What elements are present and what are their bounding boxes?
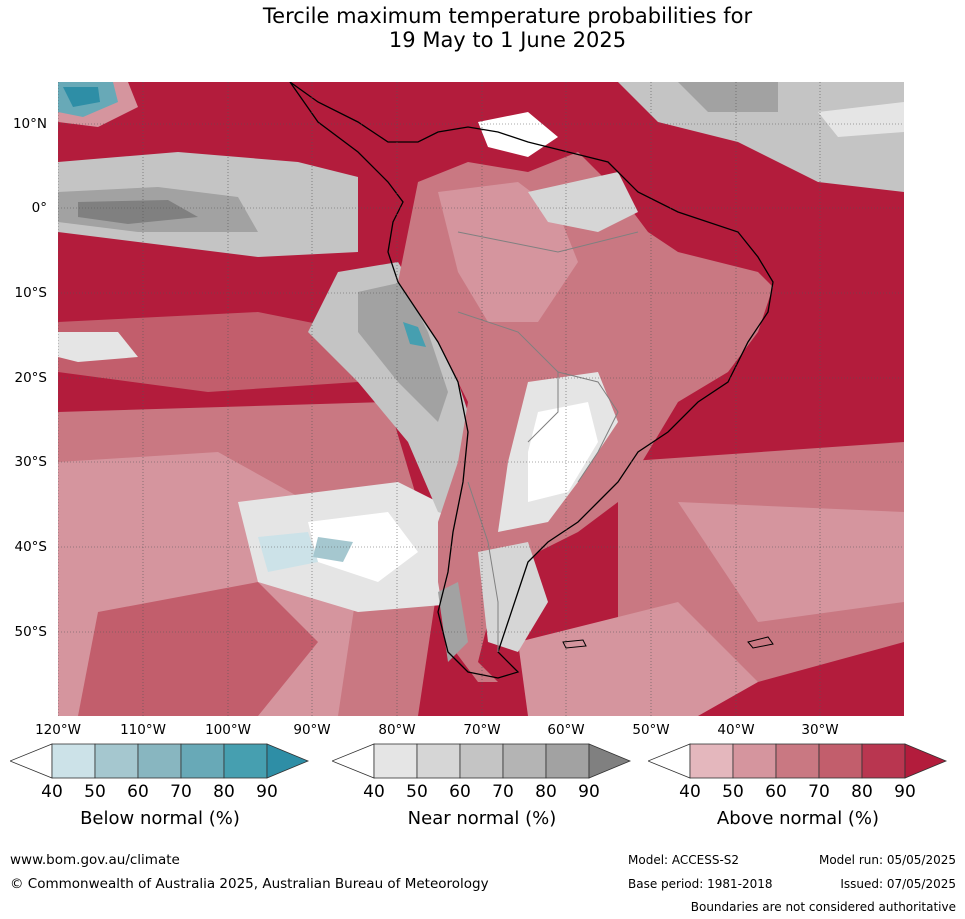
tick-near-50: 50 bbox=[406, 782, 428, 802]
falklands-island bbox=[747, 636, 774, 649]
lat-label-40s: 40°S bbox=[14, 539, 48, 555]
zone-white-south-pacific bbox=[308, 512, 418, 582]
colorbar-near-low-arrow bbox=[330, 743, 375, 779]
tick-above-40: 40 bbox=[679, 782, 701, 802]
zone-above-60-far-south bbox=[518, 602, 758, 716]
lat-label-30s: 30°S bbox=[14, 454, 48, 470]
tick-near-90: 90 bbox=[578, 782, 600, 802]
zone-near-50-venezuela bbox=[528, 172, 638, 232]
border-line-3 bbox=[557, 371, 619, 483]
colorbar-above bbox=[646, 743, 948, 779]
zone-near-80-peru bbox=[358, 282, 448, 422]
zone-near-70-ne-atlantic bbox=[618, 82, 904, 192]
zone-near-50-patagonia bbox=[478, 542, 548, 652]
footer-issued: Issued: 07/05/2025 bbox=[840, 877, 956, 891]
zone-white-caribbean bbox=[478, 112, 558, 157]
lon-label-90w: 90°W bbox=[293, 722, 331, 738]
legend-above-normal: 40 50 60 70 80 90 Above normal (%) bbox=[646, 742, 948, 842]
footer-copyright: © Commonwealth of Australia 2025, Austra… bbox=[10, 876, 489, 892]
zone-below-60-south-pacific bbox=[313, 537, 353, 562]
footer-model: Model: ACCESS-S2 bbox=[628, 853, 740, 867]
border-line-4 bbox=[467, 481, 499, 652]
lat-label-50s: 50°S bbox=[14, 624, 48, 640]
lat-label-10s: 10°S bbox=[14, 285, 48, 301]
colorbar-below-high-arrow bbox=[266, 743, 310, 779]
lon-label-100w: 100°W bbox=[205, 722, 251, 738]
tick-below-60: 60 bbox=[127, 782, 149, 802]
tick-near-80: 80 bbox=[535, 782, 557, 802]
zone-above-80-tropical bbox=[58, 312, 358, 392]
lon-label-30w: 30°W bbox=[801, 722, 839, 738]
footer-disclaimer: Boundaries are not considered authoritat… bbox=[690, 900, 956, 914]
tick-near-40: 40 bbox=[363, 782, 385, 802]
lat-label-10n: 10°N bbox=[12, 116, 47, 132]
lon-label-70w: 70°W bbox=[463, 722, 501, 738]
zone-near-70-peru-chile bbox=[308, 262, 478, 522]
lon-label-120w: 120°W bbox=[35, 722, 81, 738]
probability-map bbox=[58, 82, 904, 716]
colorbar-above-low-arrow bbox=[646, 743, 691, 779]
tick-near-70: 70 bbox=[492, 782, 514, 802]
lat-label-0: 0° bbox=[31, 200, 47, 216]
lon-label-80w: 80°W bbox=[378, 722, 416, 738]
colorbar-near bbox=[330, 743, 632, 779]
zone-above-60-south-atlantic bbox=[678, 502, 904, 622]
tick-below-90: 90 bbox=[256, 782, 278, 802]
lat-label-20s: 20°S bbox=[14, 370, 48, 386]
legend-below-normal: 40 50 60 70 80 90 Below normal (%) bbox=[8, 742, 310, 842]
footer-base-period: Base period: 1981-2018 bbox=[628, 877, 773, 891]
map-title: Tercile maximum temperature probabilitie… bbox=[0, 4, 965, 52]
lon-label-110w: 110°W bbox=[120, 722, 166, 738]
zone-above-60-amazon-west bbox=[438, 182, 578, 322]
zone-above-80-sw bbox=[78, 582, 318, 716]
title-line-2: 19 May to 1 June 2025 bbox=[388, 28, 627, 52]
footer-model-run: Model run: 05/05/2025 bbox=[818, 853, 956, 867]
border-line-1 bbox=[457, 231, 639, 253]
tick-above-90: 90 bbox=[894, 782, 916, 802]
zone-below-50-south-pacific bbox=[258, 532, 318, 572]
colorbar-below bbox=[8, 743, 310, 779]
graticule bbox=[58, 82, 904, 716]
colorbar-below-low-arrow bbox=[8, 743, 53, 779]
map-canvas bbox=[58, 82, 904, 716]
legend-near-caption: Near normal (%) bbox=[407, 808, 557, 829]
lon-label-60w: 60°W bbox=[547, 722, 585, 738]
footer-website-link[interactable]: www.bom.gov.au/climate bbox=[10, 852, 180, 868]
tick-above-70: 70 bbox=[808, 782, 830, 802]
tick-below-40: 40 bbox=[41, 782, 63, 802]
colorbar-above-high-arrow bbox=[904, 743, 948, 779]
zone-near-90-eq-pacific bbox=[78, 200, 198, 224]
colorbar-near-high-arrow bbox=[588, 743, 632, 779]
zone-white-paraguay bbox=[528, 402, 598, 502]
tick-below-50: 50 bbox=[84, 782, 106, 802]
coastline-south-america bbox=[289, 82, 774, 679]
zone-near-40-ne-atlantic bbox=[818, 102, 904, 137]
legend-near-normal: 40 50 60 70 80 90 Near normal (%) bbox=[330, 742, 632, 842]
lon-label-50w: 50°W bbox=[632, 722, 670, 738]
legend-below-caption: Below normal (%) bbox=[80, 808, 240, 829]
legend-above-caption: Above normal (%) bbox=[716, 808, 880, 829]
island-south bbox=[562, 639, 587, 649]
tick-below-70: 70 bbox=[170, 782, 192, 802]
zone-near-40-tropical bbox=[58, 332, 138, 362]
tick-near-60: 60 bbox=[449, 782, 471, 802]
zone-below-90-nw bbox=[63, 87, 100, 107]
tick-above-50: 50 bbox=[722, 782, 744, 802]
title-line-1: Tercile maximum temperature probabilitie… bbox=[262, 4, 753, 28]
tick-below-80: 80 bbox=[213, 782, 235, 802]
lon-label-40w: 40°W bbox=[717, 722, 755, 738]
zone-near-80-ne-atlantic bbox=[678, 82, 778, 112]
tick-above-60: 60 bbox=[765, 782, 787, 802]
tick-above-80: 80 bbox=[851, 782, 873, 802]
zone-below-80-lake bbox=[403, 322, 426, 347]
